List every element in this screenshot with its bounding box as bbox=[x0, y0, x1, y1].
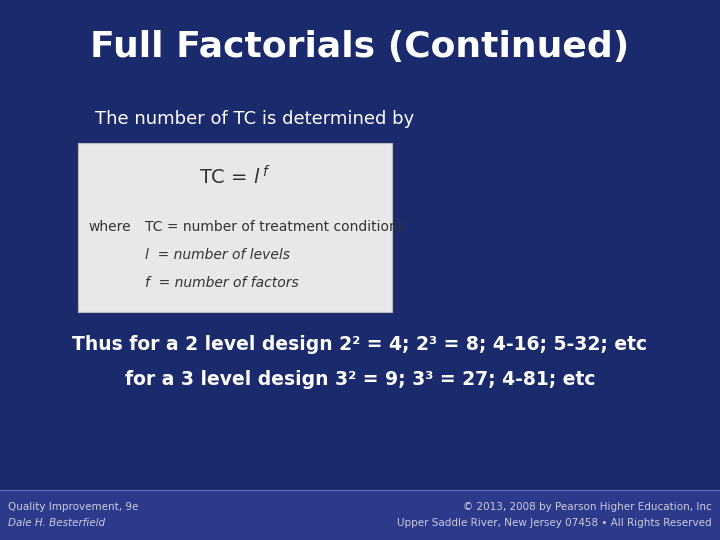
Text: TC = $l^{\,f}$: TC = $l^{\,f}$ bbox=[199, 165, 271, 188]
Text: Full Factorials (Continued): Full Factorials (Continued) bbox=[91, 30, 629, 64]
Text: Upper Saddle River, New Jersey 07458 • All Rights Reserved: Upper Saddle River, New Jersey 07458 • A… bbox=[397, 518, 712, 528]
Text: Thus for a 2 level design 2² = 4; 2³ = 8; 4-16; 5-32; etc: Thus for a 2 level design 2² = 4; 2³ = 8… bbox=[73, 335, 647, 354]
Text: The number of TC is determined by: The number of TC is determined by bbox=[95, 110, 414, 128]
Text: Dale H. Besterfield: Dale H. Besterfield bbox=[8, 518, 105, 528]
Text: © 2013, 2008 by Pearson Higher Education, Inc: © 2013, 2008 by Pearson Higher Education… bbox=[463, 502, 712, 512]
Text: l  = number of levels: l = number of levels bbox=[145, 248, 290, 262]
Bar bbox=[0, 490, 720, 540]
Text: where: where bbox=[88, 220, 130, 234]
Text: f  = number of factors: f = number of factors bbox=[145, 276, 299, 290]
FancyBboxPatch shape bbox=[78, 143, 392, 312]
Text: TC = number of treatment conditions: TC = number of treatment conditions bbox=[145, 220, 405, 234]
Text: Quality Improvement, 9e: Quality Improvement, 9e bbox=[8, 502, 138, 512]
Text: for a 3 level design 3² = 9; 3³ = 27; 4-81; etc: for a 3 level design 3² = 9; 3³ = 27; 4-… bbox=[125, 370, 595, 389]
